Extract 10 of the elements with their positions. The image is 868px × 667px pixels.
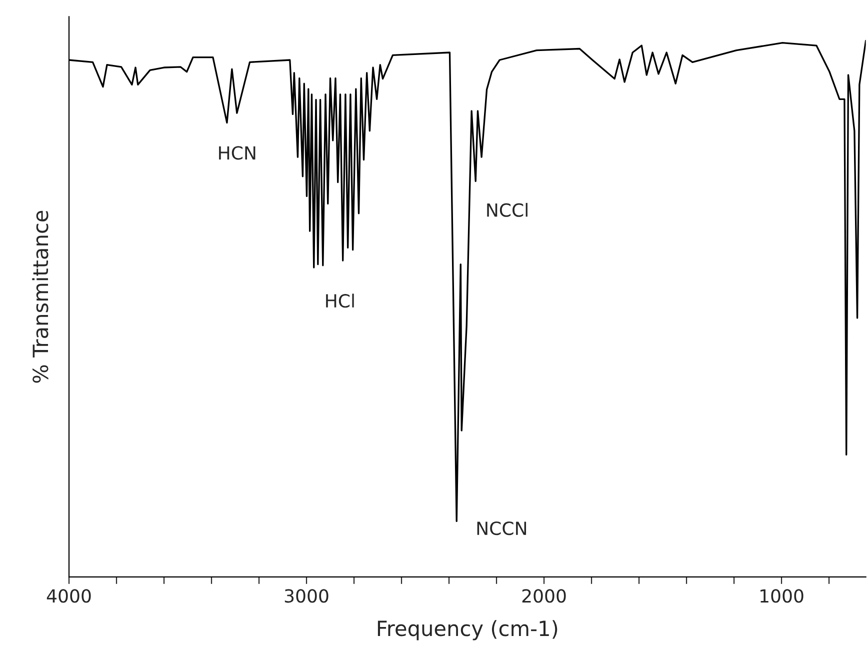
x-tick-label: 1000	[760, 589, 804, 603]
y-axis-title: % Transmittance	[32, 210, 48, 383]
annotation: NCCl	[487, 202, 528, 217]
annotation: HCl	[326, 294, 354, 308]
annotation: NCCN	[477, 521, 526, 536]
annotation: HCN	[219, 146, 256, 160]
x-tick-label: 4000	[46, 589, 91, 603]
x-tick-label: 2000	[522, 589, 566, 603]
x-tick-label: 3000	[284, 589, 328, 603]
x-axis-title: Frequency (cm-1)	[378, 620, 558, 640]
